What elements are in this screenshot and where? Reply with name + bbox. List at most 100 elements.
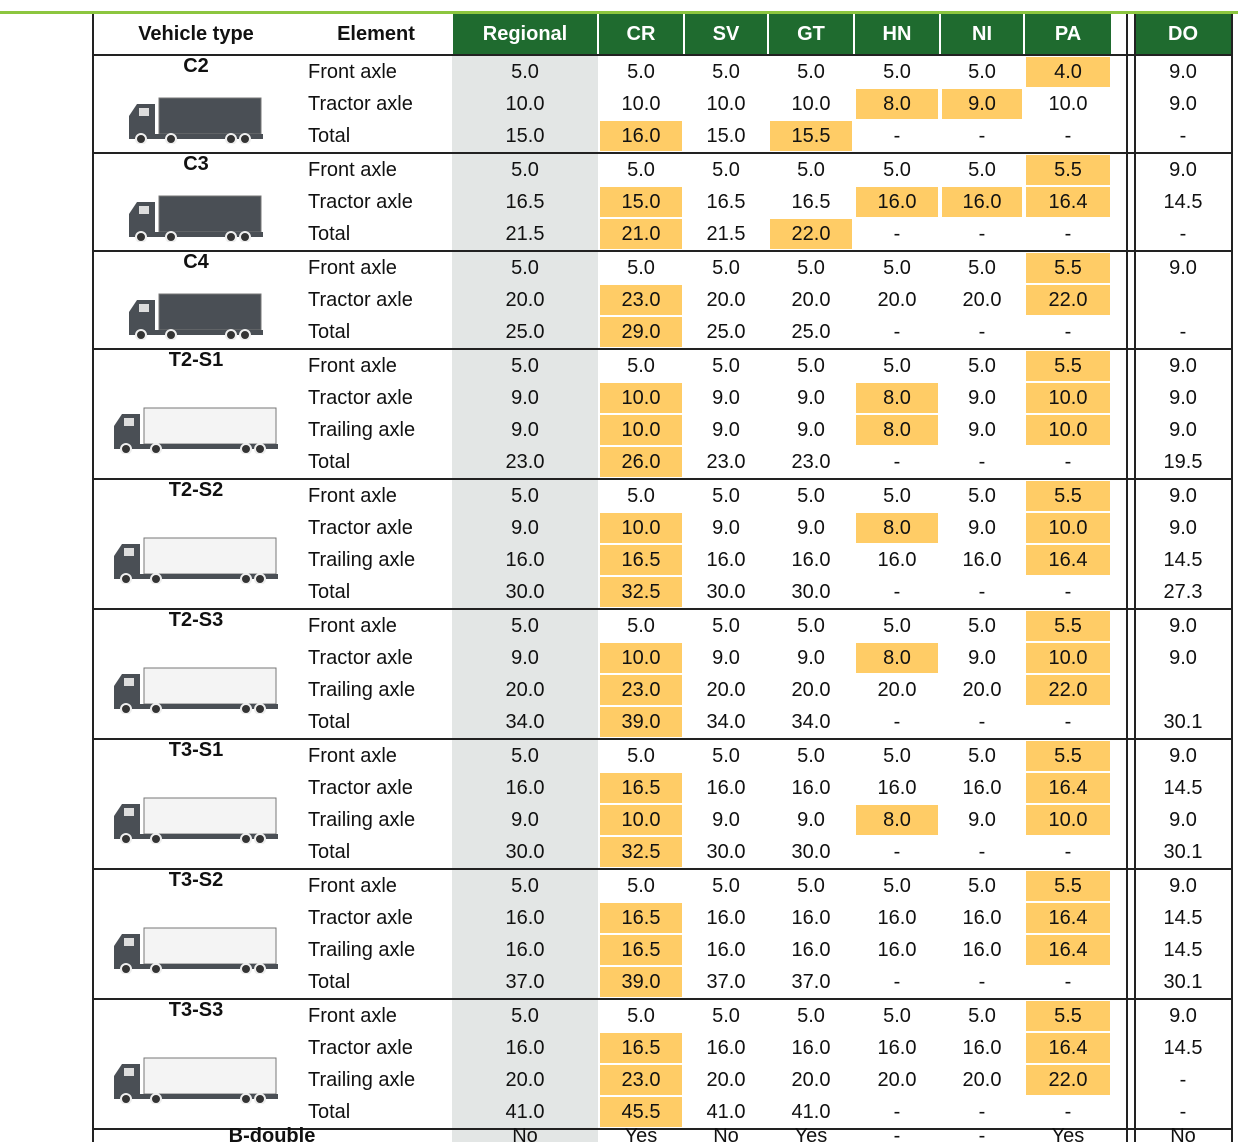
value-cell: 5.0 <box>712 484 740 507</box>
value-cell: 5.5 <box>1026 741 1110 771</box>
value-cell: 41.0 <box>791 1100 831 1123</box>
value-cell: Yes <box>794 1124 828 1142</box>
value-cell: 9.0 <box>511 646 539 669</box>
value-cell: 23.0 <box>600 1065 682 1095</box>
value-cell: 5.0 <box>511 60 539 83</box>
value-cell: 20.0 <box>962 678 1002 701</box>
value-cell: 5.0 <box>627 874 655 897</box>
value-cell: 16.0 <box>706 906 746 929</box>
value-cell: 5.0 <box>968 256 996 279</box>
value-cell: 20.0 <box>505 1068 545 1091</box>
value-cell: 5.0 <box>511 614 539 637</box>
group-rule <box>92 152 1232 154</box>
truck-icon <box>114 407 278 454</box>
value-cell: 5.0 <box>883 256 911 279</box>
header-cell: Element <box>337 22 415 45</box>
value-cell: 14.5 <box>1163 190 1203 213</box>
value-cell: 9.0 <box>1169 386 1197 409</box>
value-cell: 9.0 <box>1169 418 1197 441</box>
value-cell: - <box>978 222 986 245</box>
value-cell: 29.0 <box>600 317 682 347</box>
value-cell: 20.0 <box>877 288 917 311</box>
value-cell: - <box>893 1100 901 1123</box>
value-cell: 10.0 <box>621 92 661 115</box>
value-cell: 9.0 <box>797 808 825 831</box>
value-cell: 15.5 <box>770 121 852 151</box>
value-cell: 16.0 <box>962 776 1002 799</box>
value-cell: 16.0 <box>877 1036 917 1059</box>
value-cell: 23.0 <box>791 450 831 473</box>
value-cell: 21.5 <box>505 222 545 245</box>
value-cell: - <box>1064 222 1072 245</box>
value-cell: 5.0 <box>797 744 825 767</box>
truck-icon <box>114 537 278 584</box>
value-cell: 4.0 <box>1026 57 1110 87</box>
value-cell: 5.5 <box>1026 871 1110 901</box>
value-cell: 16.5 <box>600 773 682 803</box>
value-cell: 16.0 <box>962 548 1002 571</box>
value-cell: 16.4 <box>1026 773 1110 803</box>
value-cell: Yes <box>1051 1124 1085 1142</box>
value-cell: 16.0 <box>791 938 831 961</box>
value-cell: - <box>978 840 986 863</box>
header-cell: CR <box>599 14 683 54</box>
truck-icon <box>129 195 263 242</box>
value-cell: 9.0 <box>712 386 740 409</box>
value-cell: No <box>713 1124 739 1142</box>
value-cell: - <box>893 840 901 863</box>
value-cell: - <box>893 1124 901 1142</box>
value-cell: 9.0 <box>1169 646 1197 669</box>
element: Tractor axle <box>308 906 413 929</box>
element: Tractor axle <box>308 190 413 213</box>
vehicle-type: C4 <box>183 250 209 273</box>
value-cell: 5.0 <box>797 874 825 897</box>
value-cell: 5.0 <box>968 484 996 507</box>
value-cell: 5.0 <box>968 874 996 897</box>
column-rule <box>1126 14 1128 1142</box>
value-cell: 9.0 <box>1169 808 1197 831</box>
value-cell: 16.0 <box>600 121 682 151</box>
value-cell: No <box>512 1124 538 1142</box>
value-cell: 5.0 <box>627 256 655 279</box>
value-cell: 25.0 <box>505 320 545 343</box>
value-cell: 16.0 <box>791 906 831 929</box>
value-cell: 39.0 <box>600 967 682 997</box>
value-cell: 37.0 <box>505 970 545 993</box>
value-cell: 9.0 <box>1169 60 1197 83</box>
element: Front axle <box>308 614 397 637</box>
value-cell: 20.0 <box>706 678 746 701</box>
value-cell: 16.4 <box>1026 1033 1110 1063</box>
value-cell: 9.0 <box>1169 354 1197 377</box>
value-cell: 30.0 <box>706 840 746 863</box>
value-cell: 9.0 <box>797 516 825 539</box>
value-cell: 10.0 <box>1026 415 1110 445</box>
value-cell: - <box>978 124 986 147</box>
value-cell: 9.0 <box>1169 516 1197 539</box>
value-cell: 5.0 <box>797 158 825 181</box>
footer-label: B-double <box>228 1124 316 1142</box>
vehicle-type: C2 <box>183 54 209 77</box>
value-cell: 5.5 <box>1026 481 1110 511</box>
value-cell: 5.0 <box>883 874 911 897</box>
value-cell: 9.0 <box>712 516 740 539</box>
value-cell: 5.0 <box>511 256 539 279</box>
header-cell: GT <box>769 14 853 54</box>
value-cell: 16.5 <box>600 545 682 575</box>
value-cell: 9.0 <box>1169 1004 1197 1027</box>
group-rule <box>92 738 1232 740</box>
value-cell: - <box>893 222 901 245</box>
element: Front axle <box>308 158 397 181</box>
value-cell: 5.5 <box>1026 351 1110 381</box>
vehicle-type: T2-S2 <box>168 478 224 501</box>
value-cell: - <box>893 450 901 473</box>
value-cell: 16.4 <box>1026 545 1110 575</box>
value-cell: 20.0 <box>791 288 831 311</box>
value-cell: 30.1 <box>1163 840 1203 863</box>
value-cell: 9.0 <box>1169 874 1197 897</box>
value-cell: - <box>1179 222 1187 245</box>
value-cell: 16.0 <box>962 906 1002 929</box>
value-cell: 5.0 <box>627 484 655 507</box>
element: Tractor axle <box>308 1036 413 1059</box>
value-cell: 22.0 <box>1026 675 1110 705</box>
value-cell: - <box>1064 840 1072 863</box>
